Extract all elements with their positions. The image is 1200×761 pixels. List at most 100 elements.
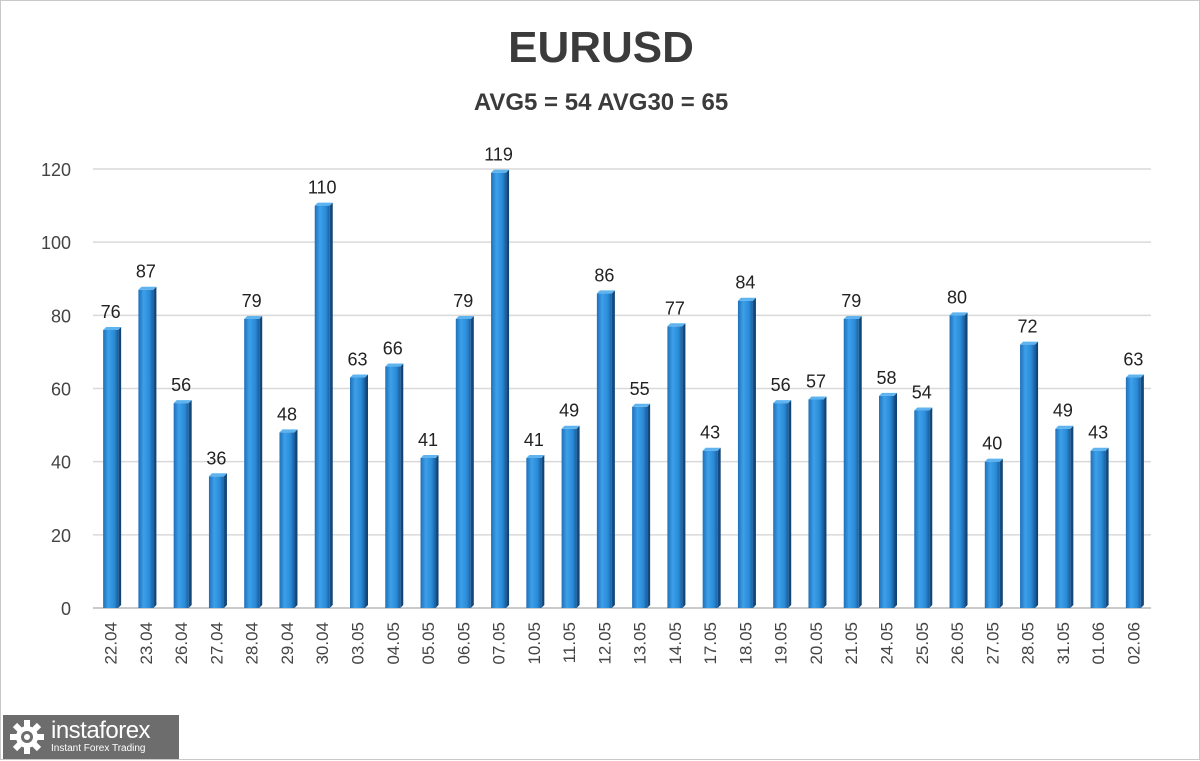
data-label: 41: [418, 430, 438, 450]
y-tick-label: 40: [51, 453, 71, 473]
bar: [773, 400, 792, 608]
data-label: 41: [524, 430, 544, 450]
data-label: 55: [630, 379, 650, 399]
bar: [561, 425, 580, 608]
y-tick-label: 80: [51, 306, 71, 326]
bar: [632, 403, 651, 608]
y-axis: 0 20 40 60 80 100 120: [41, 160, 71, 619]
x-tick-label: 25.05: [913, 622, 932, 665]
data-label: 43: [700, 423, 720, 443]
data-label: 84: [735, 273, 755, 293]
x-tick-label: 30.04: [313, 622, 332, 665]
data-label: 49: [559, 401, 579, 421]
bars: [103, 169, 1144, 609]
y-tick-label: 120: [41, 160, 71, 180]
x-tick-label: 05.05: [419, 622, 438, 665]
data-label: 48: [277, 404, 297, 424]
data-label: 40: [982, 434, 1002, 454]
data-label: 43: [1088, 423, 1108, 443]
chart-subtitle: AVG5 = 54 AVG30 = 65: [473, 89, 729, 116]
x-tick-label: 28.04: [243, 622, 262, 665]
x-tick-label: 27.04: [207, 622, 226, 665]
data-label: 66: [383, 339, 403, 359]
bar: [314, 202, 333, 609]
x-tick-label: 20.05: [807, 622, 826, 665]
bar: [491, 169, 510, 609]
data-label: 56: [771, 375, 791, 395]
data-label: 76: [101, 302, 121, 322]
bar: [914, 407, 933, 608]
bar: [843, 315, 862, 608]
data-label: 86: [594, 265, 614, 285]
data-label: 49: [1053, 401, 1073, 421]
bar: [103, 326, 122, 608]
bar: [208, 473, 227, 608]
bar: [596, 290, 615, 608]
bar: [279, 429, 298, 608]
data-labels: 76 87 56 36 79 48 110 63 66 41 79 119 41 49 86 55 77 43 84…: [101, 145, 1144, 469]
bar: [1125, 374, 1144, 608]
chart-title: EURUSD: [508, 23, 694, 72]
bar: [244, 315, 263, 608]
x-tick-label: 12.05: [595, 622, 614, 665]
bar: [737, 297, 756, 608]
data-label: 77: [665, 298, 685, 318]
y-tick-label: 60: [51, 380, 71, 400]
logo-tagline: Instant Forex Trading: [51, 743, 146, 754]
x-tick-label: 07.05: [490, 622, 509, 665]
bar: [808, 396, 827, 608]
x-tick-label: 11.05: [560, 622, 579, 663]
x-tick-label: 01.06: [1089, 622, 1108, 665]
x-tick-label: 10.05: [525, 622, 544, 665]
logo-name: instaforex: [51, 717, 151, 744]
instaforex-logo: instaforex Instant Forex Trading: [3, 715, 179, 759]
y-tick-label: 20: [51, 526, 71, 546]
bar: [526, 455, 545, 608]
data-label: 119: [484, 145, 513, 165]
bar: [138, 286, 157, 608]
data-label: 56: [171, 375, 191, 395]
x-tick-label: 22.04: [102, 622, 121, 665]
x-tick-label: 28.05: [1019, 622, 1038, 665]
data-label: 63: [347, 350, 367, 370]
bar: [420, 455, 439, 608]
bar: [350, 374, 368, 608]
x-tick-label: 27.05: [983, 622, 1002, 665]
x-tick-label: 31.05: [1054, 622, 1073, 665]
data-label: 79: [453, 291, 473, 311]
x-tick-label: 26.04: [172, 622, 191, 665]
x-tick-label: 17.05: [701, 622, 720, 665]
bar: [879, 392, 897, 608]
x-tick-label: 13.05: [631, 622, 650, 665]
data-label: 54: [912, 382, 932, 402]
bar: [667, 323, 686, 608]
bar: [455, 315, 474, 608]
bar: [984, 458, 1003, 608]
bar: [702, 447, 721, 608]
bar: [173, 400, 192, 608]
x-tick-label: 06.05: [454, 622, 473, 665]
data-label: 79: [242, 291, 262, 311]
x-tick-label: 04.05: [384, 622, 403, 665]
bar: [385, 363, 404, 608]
x-tick-label: 18.05: [736, 622, 755, 665]
bar: [1020, 341, 1039, 608]
bar: [1055, 425, 1074, 608]
bar: [1090, 447, 1109, 608]
data-label: 58: [876, 368, 896, 388]
data-label: 87: [136, 262, 156, 282]
x-tick-label: 14.05: [666, 622, 685, 665]
x-tick-label: 19.05: [772, 622, 791, 665]
data-label: 36: [206, 448, 226, 468]
data-label: 63: [1123, 350, 1143, 370]
x-tick-label: 03.05: [349, 622, 368, 665]
y-tick-label: 0: [61, 599, 71, 619]
gear-logo-icon: [10, 720, 44, 754]
x-tick-label: 24.05: [878, 622, 897, 665]
data-label: 79: [841, 291, 861, 311]
x-tick-label: 29.04: [278, 622, 297, 665]
data-label: 80: [947, 287, 967, 307]
bar: [949, 312, 968, 608]
